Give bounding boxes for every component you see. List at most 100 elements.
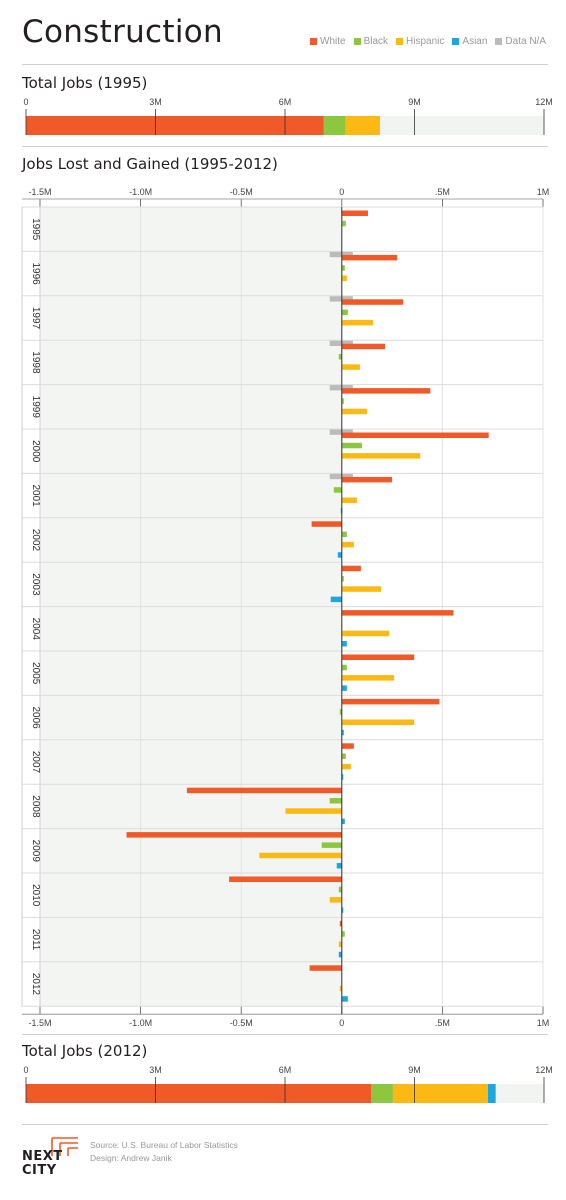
legend-swatch	[353, 38, 361, 45]
bar-white-2010	[229, 876, 342, 882]
bar-black-2003	[341, 576, 344, 582]
tick-label: 9M	[408, 97, 421, 107]
bar-data-n-a-1999	[341, 429, 353, 435]
bar-hispanic-2003	[341, 586, 382, 592]
tick-label: 1M	[537, 187, 550, 197]
bar-white-2002	[311, 521, 342, 527]
bar-black-1997	[341, 309, 348, 316]
year-label: 2007	[30, 751, 41, 774]
divider	[22, 64, 548, 65]
bar-asian-2002	[337, 552, 342, 558]
year-label: 2000	[30, 440, 41, 463]
bar-asian-2010	[341, 907, 344, 913]
bar-white-2000	[341, 432, 489, 438]
year-label: 2001	[30, 484, 41, 507]
year-label: 2003	[30, 573, 41, 596]
bar-white-2003	[341, 565, 361, 572]
tick-label: 12M	[535, 97, 553, 107]
legend: White Black Hispanic Asian Data N/A	[310, 36, 546, 47]
tick-label: -1.5M	[28, 187, 51, 197]
bar-black-2006	[339, 709, 342, 715]
legend-item-data-n-a: Data N/A	[495, 36, 546, 47]
bar-asian-2003	[330, 596, 342, 603]
bar-asian-2008	[341, 818, 345, 825]
bar-hispanic-2009	[259, 852, 342, 859]
footer-credits: Source: U.S. Bureau of Labor Statistics …	[90, 1139, 238, 1165]
bar-hispanic-2006	[341, 719, 415, 725]
tick-label: 1M	[537, 1018, 550, 1028]
bar-white-2008	[186, 787, 342, 794]
bar-hispanic-1997	[341, 319, 373, 326]
tick-label: 6M	[279, 97, 292, 107]
stacked-bar-asian	[487, 1084, 496, 1103]
bar-white-2007	[341, 743, 354, 749]
bar-white-2005	[341, 654, 415, 660]
year-label: 1998	[30, 351, 41, 374]
bar-white-2012	[309, 965, 342, 971]
bar-hispanic-2010	[329, 897, 342, 903]
bar-hispanic-1998	[341, 364, 360, 370]
year-label: 1999	[30, 396, 41, 419]
stacked-bar-white	[26, 116, 324, 135]
bar-black-2005	[341, 664, 347, 671]
year-label: 2011	[30, 929, 41, 951]
logo-text-city: CITY	[22, 1163, 57, 1178]
bar-data-n-a-neg-1995	[329, 251, 342, 258]
bar-white-2004	[341, 610, 454, 616]
bar-hispanic-2005	[341, 675, 395, 681]
bar-data-n-a-1998	[341, 384, 353, 391]
divider	[22, 1124, 548, 1125]
stacked-bar-white	[26, 1084, 372, 1103]
tick-label: .5M	[435, 187, 450, 197]
next-city-logo: NEXT CITY	[22, 1136, 80, 1182]
legend-label: White	[320, 36, 346, 47]
total-jobs-2012-chart: 0 3M 6M 9M 12M	[23, 1065, 553, 1103]
bar-white-1998	[341, 343, 386, 350]
year-label: 2012	[30, 973, 41, 996]
design-credit: Design: Andrew Janik	[90, 1153, 172, 1163]
divider	[22, 146, 548, 147]
legend-label: Asian	[462, 36, 488, 47]
tick-label: 12M	[535, 1065, 553, 1075]
legend-swatch	[396, 38, 404, 45]
bar-asian-2004	[341, 641, 347, 647]
legend-item-hispanic: Hispanic	[396, 36, 444, 47]
stacked-bar-hispanic	[345, 116, 380, 135]
year-label: 2010	[30, 884, 41, 907]
bar-hispanic-2001	[341, 497, 357, 503]
bar-hispanic-2007	[341, 763, 351, 770]
tick-label: 0	[339, 1018, 344, 1028]
bar-white-1996	[341, 254, 398, 261]
stacked-bar-black	[371, 1084, 393, 1103]
bar-data-n-a-1995	[341, 251, 353, 258]
tick-label: 3M	[149, 97, 162, 107]
bar-white-2011	[339, 920, 342, 927]
bar-black-2001	[333, 487, 342, 493]
bar-black-2008	[329, 798, 342, 804]
bar-data-n-a-neg-2000	[329, 473, 342, 480]
bar-hispanic-2002	[341, 541, 354, 548]
year-label: 1997	[30, 307, 41, 330]
legend-item-asian: Asian	[452, 36, 487, 47]
bar-asian-2009	[336, 863, 342, 869]
bar-hispanic-2000	[341, 453, 421, 459]
total-jobs-1995-chart: 0 3M 6M 9M 12M	[23, 97, 553, 135]
bar-data-n-a-1997	[341, 340, 353, 346]
year-label: 2005	[30, 662, 41, 685]
legend-label: Data N/A	[505, 36, 546, 47]
year-label: 1996	[30, 262, 41, 285]
bar-black-2000	[341, 442, 362, 449]
total-2012-title: Total Jobs (2012)	[22, 1042, 148, 1060]
bar-data-n-a-neg-1999	[329, 429, 342, 435]
bar-white-1997	[341, 299, 404, 305]
bar-black-2002	[341, 531, 347, 538]
bar-black-2007	[341, 753, 346, 760]
legend-swatch	[495, 38, 503, 45]
tick-label: -0.5M	[230, 1018, 253, 1028]
bar-data-n-a-neg-1997	[329, 340, 342, 346]
bar-black-2010	[338, 886, 342, 893]
tick-label: -1.0M	[129, 187, 152, 197]
bar-white-2009	[126, 832, 342, 838]
jobs-change-chart: -1.5M -1.5M -1.0M -1.0M -0.5M -0.5M 0 0 .5M .5M 1M…	[21, 187, 550, 1028]
year-label: 2002	[30, 529, 41, 552]
